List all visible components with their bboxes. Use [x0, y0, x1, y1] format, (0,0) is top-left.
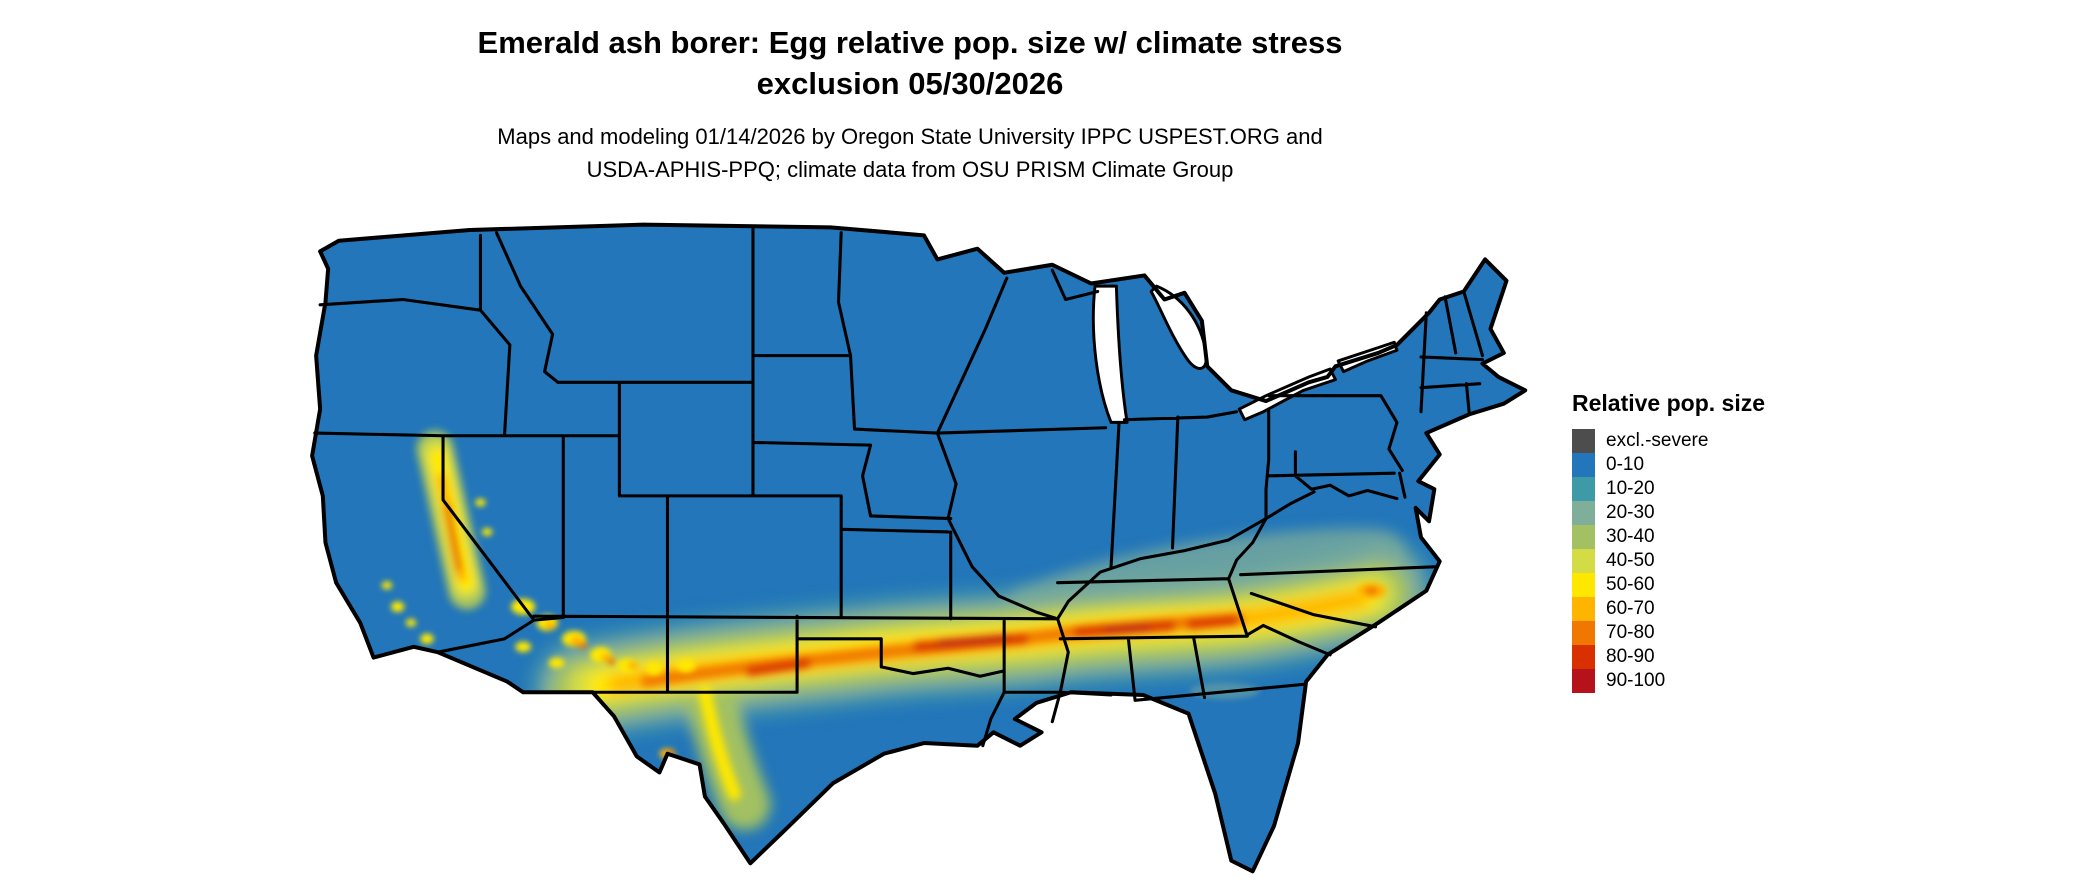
legend-swatch-80-90 — [1572, 645, 1595, 669]
map-title-line1: Emerald ash borer: Egg relative pop. siz… — [477, 25, 1343, 60]
legend-label: 30-40 — [1606, 526, 1655, 547]
legend-swatch-0-10 — [1572, 453, 1595, 477]
map-title-line2: exclusion 05/30/2026 — [756, 66, 1064, 101]
legend-swatch-60-70 — [1572, 597, 1595, 621]
legend-row: 80-90 — [1572, 645, 1872, 669]
legend-swatch-20-30 — [1572, 501, 1595, 525]
legend-row: 50-60 — [1572, 573, 1872, 597]
legend-label: 20-30 — [1606, 502, 1655, 523]
band-20-30-north — [1001, 528, 1408, 645]
legend-row: 90-100 — [1572, 669, 1872, 693]
lake-michigan — [1091, 284, 1129, 424]
legend-row: 40-50 — [1572, 549, 1872, 573]
state-borders — [313, 225, 1484, 748]
legend-label: 0-10 — [1606, 454, 1645, 475]
map-subtitle: Maps and modeling 01/14/2026 by Oregon S… — [240, 120, 1580, 186]
us-outline — [310, 222, 1528, 874]
legend-swatch-90-100 — [1572, 669, 1595, 693]
legend-row: 20-30 — [1572, 501, 1872, 525]
legend-label: 90-100 — [1606, 670, 1666, 691]
legend-swatch-40-50 — [1572, 549, 1595, 573]
map-subtitle-line2: USDA-APHIS-PPQ; climate data from OSU PR… — [586, 157, 1234, 182]
legend-swatch-30-40 — [1572, 525, 1595, 549]
legend-title: Relative pop. size — [1572, 390, 1766, 416]
legend-label: excl.-severe — [1606, 430, 1709, 451]
map-subtitle-line1: Maps and modeling 01/14/2026 by Oregon S… — [497, 124, 1323, 149]
california-valley-heat — [416, 430, 741, 801]
legend-swatch-excl-severe — [1572, 429, 1595, 453]
legend-label: 10-20 — [1606, 478, 1655, 499]
us-map — [310, 222, 1528, 874]
legend-row: 0-10 — [1572, 453, 1872, 477]
legend-row: 60-70 — [1572, 597, 1872, 621]
population-heat-overlay — [381, 430, 1439, 830]
band-90-100 — [937, 624, 1152, 646]
legend-row: 10-20 — [1572, 477, 1872, 501]
legend-swatch-10-20 — [1572, 477, 1595, 501]
legend-label: 60-70 — [1606, 598, 1655, 619]
legend: Relative pop. size excl.-severe 0-10 10-… — [1572, 390, 1872, 693]
legend-row: 70-80 — [1572, 621, 1872, 645]
us-map-container — [308, 222, 1540, 890]
legend-label: 70-80 — [1606, 622, 1655, 643]
legend-label: 50-60 — [1606, 574, 1655, 595]
legend-label: 80-90 — [1606, 646, 1655, 667]
lake-huron — [1149, 284, 1208, 370]
legend-swatch-70-80 — [1572, 621, 1595, 645]
legend-row: excl.-severe — [1572, 429, 1872, 453]
legend-label: 40-50 — [1606, 550, 1655, 571]
legend-row: 30-40 — [1572, 525, 1872, 549]
legend-swatch-50-60 — [1572, 573, 1595, 597]
header: Emerald ash borer: Egg relative pop. siz… — [240, 22, 1580, 186]
